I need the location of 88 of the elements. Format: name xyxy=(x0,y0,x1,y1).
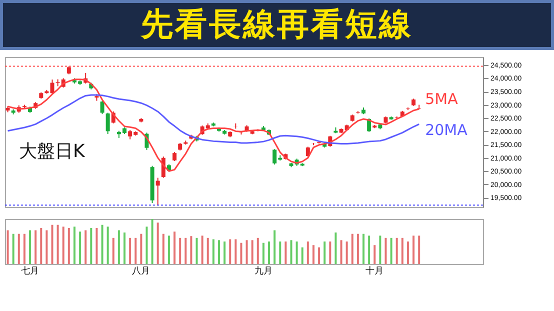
bar xyxy=(56,224,59,264)
bar xyxy=(62,226,64,264)
bar xyxy=(318,247,320,264)
bar xyxy=(179,238,182,264)
bar xyxy=(396,238,398,264)
x-tick-label: 八月 xyxy=(132,266,150,276)
series-label: 5MA xyxy=(425,90,459,108)
bar xyxy=(406,242,409,264)
bar xyxy=(306,242,309,264)
bar xyxy=(174,232,176,264)
annotation: 大盤日K xyxy=(19,141,86,162)
candlestick xyxy=(100,100,104,115)
bar xyxy=(84,230,87,264)
bar xyxy=(118,230,120,264)
bar xyxy=(329,242,332,264)
bar xyxy=(384,238,387,264)
candlestick xyxy=(106,112,110,134)
bar xyxy=(51,224,54,264)
bar xyxy=(184,238,187,264)
bar xyxy=(368,236,370,264)
bar xyxy=(212,239,214,264)
bar xyxy=(324,242,326,264)
bar xyxy=(296,242,298,264)
bar xyxy=(218,240,220,264)
bar xyxy=(234,239,237,264)
bar xyxy=(340,240,342,264)
bar xyxy=(134,238,137,264)
bar xyxy=(190,236,192,264)
bar xyxy=(68,228,70,264)
bar xyxy=(251,240,254,264)
bar xyxy=(201,236,204,264)
bar xyxy=(262,242,264,264)
series-label: 20MA xyxy=(425,121,468,140)
bar xyxy=(129,238,132,264)
bar xyxy=(224,242,226,264)
bar xyxy=(312,245,314,264)
bar xyxy=(346,242,348,264)
bar xyxy=(12,234,14,264)
bar xyxy=(401,238,404,264)
candlestick xyxy=(172,152,177,162)
bar xyxy=(23,234,26,264)
bar xyxy=(29,230,32,264)
x-tick-label: 七月 xyxy=(21,266,40,276)
bar xyxy=(40,228,42,264)
bar xyxy=(256,238,259,264)
bar xyxy=(90,228,92,264)
bar xyxy=(412,236,415,264)
bar xyxy=(112,238,114,264)
candlestick xyxy=(306,146,310,158)
bar xyxy=(156,222,159,264)
bar xyxy=(46,230,48,264)
bar xyxy=(79,232,82,264)
x-tick-label: 九月 xyxy=(254,266,272,276)
bar xyxy=(362,234,364,264)
bar xyxy=(240,242,242,264)
bar xyxy=(284,242,287,264)
bar xyxy=(356,234,359,264)
bar xyxy=(140,234,142,264)
x-tick-label: 十月 xyxy=(366,266,384,276)
bar xyxy=(146,226,148,264)
bar xyxy=(18,234,20,264)
bar xyxy=(418,236,420,264)
bar xyxy=(290,240,292,264)
bar xyxy=(229,239,232,264)
bar xyxy=(151,219,154,264)
bar xyxy=(379,236,382,264)
bar xyxy=(246,240,248,264)
bar xyxy=(374,245,376,264)
bar xyxy=(268,242,270,264)
bar xyxy=(101,224,104,264)
bar xyxy=(274,230,276,264)
bar xyxy=(34,230,37,264)
candlestick xyxy=(156,177,160,206)
bar xyxy=(73,226,76,264)
bar xyxy=(124,232,126,264)
bar xyxy=(351,234,354,264)
bar xyxy=(168,236,170,264)
bar xyxy=(206,238,209,264)
bar xyxy=(106,226,109,264)
line-series xyxy=(7,78,420,172)
bar xyxy=(301,247,304,264)
bar xyxy=(196,238,198,264)
chart-title: 先看長線再看短線 xyxy=(0,0,554,50)
bar xyxy=(279,242,282,264)
bar xyxy=(96,228,98,264)
bar xyxy=(334,232,337,264)
bar xyxy=(390,238,392,264)
bar xyxy=(162,234,164,264)
